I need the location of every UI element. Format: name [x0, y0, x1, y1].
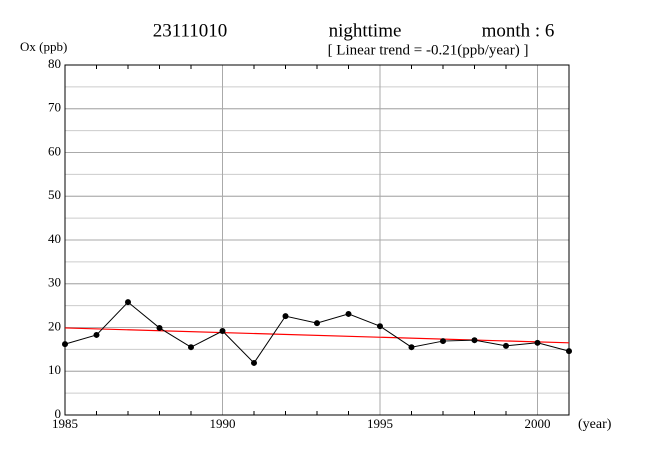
period: nighttime	[329, 20, 402, 41]
data-point	[314, 320, 320, 327]
y-tick-label: 50	[48, 187, 61, 202]
data-point	[251, 359, 257, 366]
data-point	[471, 337, 478, 344]
y-tick-label: 20	[48, 318, 61, 333]
y-tick-label: 10	[48, 362, 61, 377]
y-axis-label: Ox (ppb)	[20, 39, 67, 54]
y-tick-label: 30	[48, 275, 61, 290]
data-point	[125, 299, 131, 306]
data-point	[566, 348, 572, 355]
x-tick-label: 2000	[525, 416, 551, 431]
y-tick-label: 0	[55, 406, 62, 421]
y-tick-label: 60	[48, 143, 61, 158]
data-point	[62, 341, 68, 348]
y-tick-label: 40	[48, 231, 61, 246]
x-tick-label: 1990	[210, 416, 236, 431]
data-point	[440, 338, 446, 345]
data-point	[345, 310, 352, 317]
data-point	[93, 331, 100, 338]
data-point	[408, 344, 415, 351]
data-point	[188, 344, 194, 351]
data-point	[282, 313, 289, 320]
y-tick-label: 80	[48, 56, 61, 71]
data-point	[503, 342, 509, 349]
data-point	[156, 324, 163, 331]
data-point	[534, 339, 541, 346]
data-point	[219, 328, 226, 334]
x-tick-label: 1985	[52, 416, 78, 431]
trend-line	[64, 327, 570, 344]
plot-frame	[64, 64, 570, 416]
x-axis-label: (year)	[578, 417, 612, 432]
x-tick-label: 1995	[367, 416, 393, 431]
month: month : 6	[482, 20, 555, 41]
subtitle: [ Linear trend = -0.21(ppb/year) ]	[328, 42, 529, 58]
station-id: 23111010	[153, 20, 228, 41]
y-tick-label: 70	[48, 100, 61, 115]
data-point	[377, 323, 383, 330]
